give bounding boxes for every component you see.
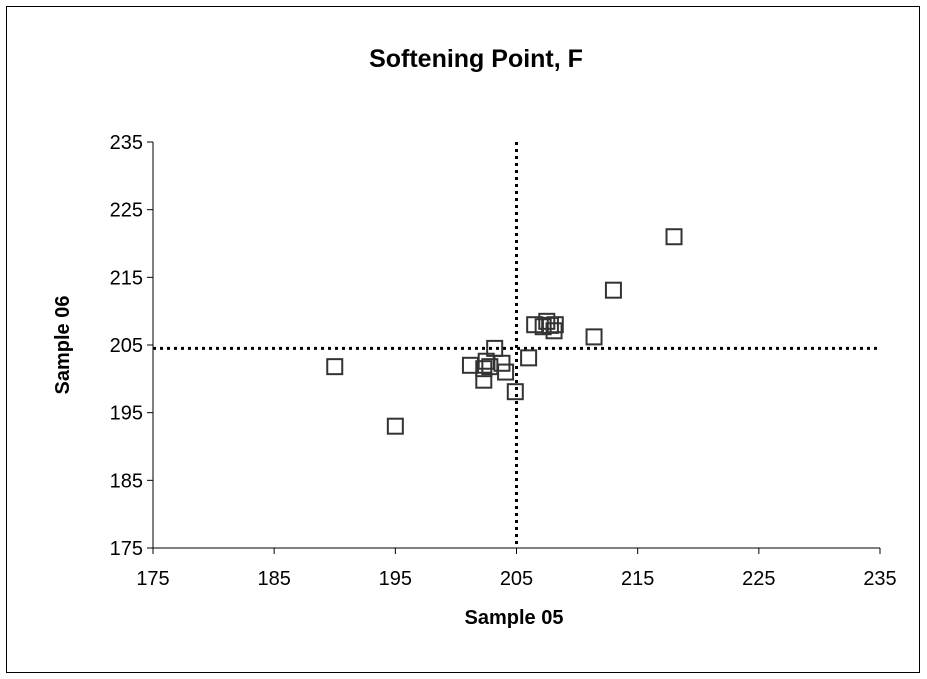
data-point xyxy=(497,363,515,381)
x-tick-label: 215 xyxy=(621,568,654,590)
data-point xyxy=(546,316,564,334)
data-point xyxy=(585,328,603,346)
x-tick-label: 185 xyxy=(257,568,290,590)
data-point xyxy=(506,383,524,401)
data-point xyxy=(475,371,493,389)
chart-title: Softening Point, F xyxy=(369,45,583,73)
x-tick-label: 225 xyxy=(742,568,775,590)
scatter-chart: Softening Point, F 175 185 195 205 215 225 235… xyxy=(52,45,897,629)
data-point xyxy=(493,354,511,372)
plot-area: 175 185 195 205 215 225 235 175 185 195 205 215 225 2… xyxy=(110,132,897,590)
x-tick-label: 205 xyxy=(500,568,533,590)
data-point xyxy=(386,417,404,435)
x-tick-label: 195 xyxy=(379,568,412,590)
y-tick-label: 175 xyxy=(110,538,143,560)
data-point xyxy=(604,281,622,299)
y-tick-label: 195 xyxy=(110,403,143,425)
data-point xyxy=(326,358,344,376)
data-point xyxy=(665,228,683,246)
y-tick-label: 215 xyxy=(110,267,143,289)
data-point xyxy=(520,349,538,367)
x-axis-title: Sample 05 xyxy=(465,607,564,629)
y-tick-label: 205 xyxy=(110,335,143,357)
x-tick-label: 175 xyxy=(136,568,169,590)
data-point xyxy=(545,322,563,340)
y-tick-label: 235 xyxy=(110,132,143,154)
y-tick-label: 185 xyxy=(110,470,143,492)
chart-frame: Softening Point, F 175 185 195 205 215 225 235… xyxy=(6,6,920,673)
x-tick-label: 235 xyxy=(863,568,896,590)
y-tick-label: 225 xyxy=(110,200,143,222)
y-axis-title: Sample 06 xyxy=(52,296,74,395)
